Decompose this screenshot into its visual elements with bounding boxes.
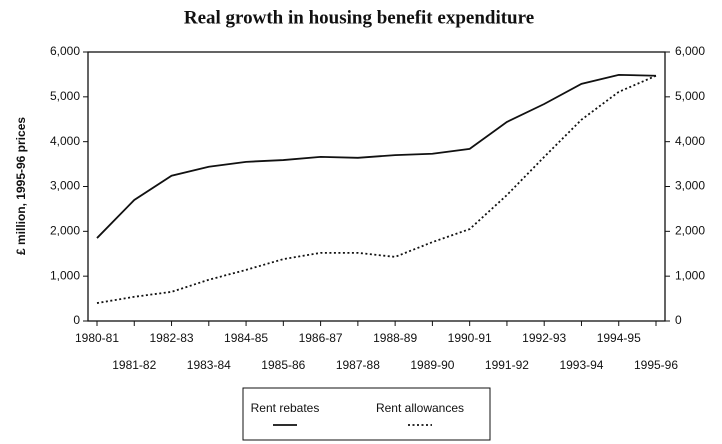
x-tick-label: 1990-91 <box>448 331 492 345</box>
y-tick-label: 1,000 <box>50 268 80 282</box>
y-tick-label: 5,000 <box>50 89 80 103</box>
y2-tick-label: 4,000 <box>675 134 705 148</box>
y2-tick-label: 5,000 <box>675 89 705 103</box>
plot-frame <box>87 51 666 322</box>
y2-tick-label: 2,000 <box>675 224 705 238</box>
x-tick-label: 1980-81 <box>75 331 119 345</box>
x-tick-label: 1994-95 <box>597 331 641 345</box>
legend-box <box>242 387 491 441</box>
x-tick-label: 1987-88 <box>336 358 380 372</box>
x-tick-label: 1983-84 <box>187 358 231 372</box>
y2-tick-label: 0 <box>675 313 682 327</box>
legend-label: Rent rebates <box>251 401 320 415</box>
x-tick-label: 1985-86 <box>261 358 305 372</box>
x-tick-label: 1993-94 <box>559 358 603 372</box>
y2-tick-label: 1,000 <box>675 268 705 282</box>
y-tick-label: 2,000 <box>50 224 80 238</box>
series-line <box>96 73 657 239</box>
x-tick-label: 1981-82 <box>112 358 156 372</box>
x-tick-label: 1992-93 <box>522 331 566 345</box>
x-tick-label: 1991-92 <box>485 358 529 372</box>
legend-label: Rent allowances <box>376 401 464 415</box>
y-tick-label: 0 <box>73 313 80 327</box>
x-tick-label: 1988-89 <box>373 331 417 345</box>
y2-tick-label: 6,000 <box>675 44 705 58</box>
x-tick-label: 1986-87 <box>299 331 343 345</box>
x-tick-label: 1989-90 <box>410 358 454 372</box>
x-tick-label: 1982-83 <box>150 331 194 345</box>
y-tick-label: 3,000 <box>50 179 80 193</box>
y2-tick-label: 3,000 <box>675 179 705 193</box>
x-tick-label: 1995-96 <box>634 358 678 372</box>
y-tick-label: 6,000 <box>50 44 80 58</box>
y-axis-label: £ million, 1995-96 prices <box>14 117 28 255</box>
series-line <box>96 74 657 304</box>
x-tick-label: 1984-85 <box>224 331 268 345</box>
y-tick-label: 4,000 <box>50 134 80 148</box>
chart-title: Real growth in housing benefit expenditu… <box>184 7 534 28</box>
